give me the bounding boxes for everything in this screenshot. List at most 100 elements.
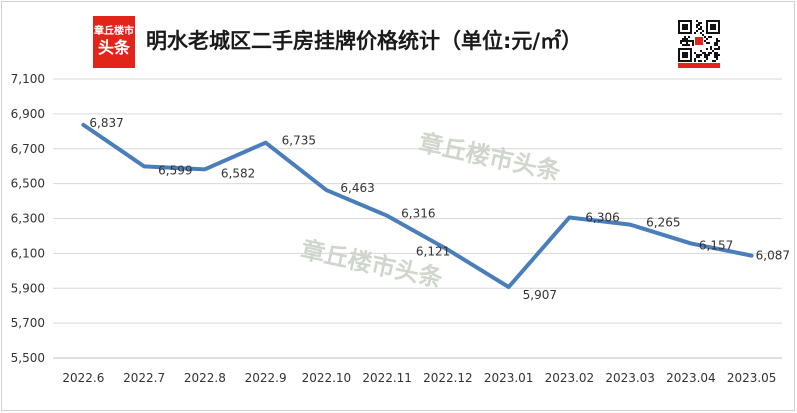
qr-module xyxy=(682,56,684,58)
qr-module xyxy=(716,42,718,44)
qr-module xyxy=(682,38,684,40)
qr-module xyxy=(708,20,710,22)
data-labels: 6,837 6,599 6,582 6,735 6,463 6,316 6,121 5,907… xyxy=(89,116,790,302)
qr-module xyxy=(718,46,720,48)
qr-module xyxy=(710,26,712,28)
qr-module xyxy=(686,56,688,58)
data-point xyxy=(508,286,510,288)
qr-module xyxy=(714,44,716,46)
x-tick-label: 2023.01 xyxy=(484,371,534,385)
x-tick-label: 2023.03 xyxy=(605,371,655,385)
qr-module xyxy=(678,26,680,28)
qr-module xyxy=(718,20,720,22)
qr-module xyxy=(710,28,712,30)
qr-module xyxy=(718,54,720,56)
qr-module xyxy=(684,38,686,40)
qr-module xyxy=(678,48,680,50)
logo: 章丘楼市 头条 xyxy=(93,16,135,68)
qr-module xyxy=(692,44,694,46)
y-tick-label: 6,100 xyxy=(11,246,45,260)
qr-module xyxy=(716,52,718,54)
qr-module xyxy=(682,48,684,50)
y-tick-label: 7,100 xyxy=(11,72,45,86)
qr-module xyxy=(698,22,700,24)
x-tick-label: 2022.8 xyxy=(184,371,226,385)
qr-module xyxy=(708,32,710,34)
data-point xyxy=(386,215,388,217)
qr-module xyxy=(706,56,708,58)
qr-module xyxy=(712,50,714,52)
watermark: 章丘楼市头条 xyxy=(416,129,564,187)
qr-module xyxy=(684,26,686,28)
series xyxy=(81,122,754,290)
y-tick-label: 6,500 xyxy=(11,177,45,191)
y-tick-label: 5,900 xyxy=(11,281,45,295)
qr-module xyxy=(716,54,718,56)
qr-module xyxy=(680,60,682,62)
qr-module xyxy=(706,38,708,40)
qr-module xyxy=(684,20,686,22)
qr-module xyxy=(682,26,684,28)
qr-module xyxy=(712,24,714,26)
qr-module xyxy=(708,54,710,56)
x-tick-label: 2023.05 xyxy=(727,371,777,385)
qr-module xyxy=(686,52,688,54)
qr-module xyxy=(700,22,702,24)
qr-module xyxy=(704,36,706,38)
qr-module xyxy=(686,24,688,26)
qr-module xyxy=(712,26,714,28)
qr-module xyxy=(690,26,692,28)
qr-module xyxy=(716,56,718,58)
qr-module xyxy=(690,22,692,24)
qr-module xyxy=(712,32,714,34)
y-tick-label: 6,900 xyxy=(11,107,45,121)
qr-module xyxy=(708,42,710,44)
qr-module xyxy=(684,54,686,56)
qr-module xyxy=(678,52,680,54)
qr-module xyxy=(690,48,692,50)
data-point xyxy=(447,249,449,251)
qr-module xyxy=(690,30,692,32)
qr-module xyxy=(684,60,686,62)
qr-module xyxy=(686,44,688,46)
x-tick-label: 2023.04 xyxy=(666,371,716,385)
qr-module xyxy=(706,48,708,50)
qr-module xyxy=(696,30,698,32)
qr-module xyxy=(678,54,680,56)
y-tick-label: 5,500 xyxy=(11,351,45,365)
qr-module xyxy=(682,28,684,30)
y-axis: 5,500 5,700 5,900 6,100 6,300 6,500 6,700 6,900… xyxy=(11,72,45,365)
qr-module xyxy=(714,24,716,26)
qr-module xyxy=(706,22,708,24)
qr-module xyxy=(690,54,692,56)
qr-module xyxy=(712,28,714,30)
y-tick-label: 6,300 xyxy=(11,212,45,226)
qr-module xyxy=(684,40,686,42)
qr-module xyxy=(696,20,698,22)
x-axis: 2022.6 2022.7 2022.8 2022.9 2022.10 2022.11 20… xyxy=(53,357,782,385)
qr-module xyxy=(678,28,680,30)
qr-module xyxy=(698,60,700,62)
qr-module xyxy=(690,28,692,30)
qr-module xyxy=(710,52,712,54)
qr-module xyxy=(700,26,702,28)
data-label: 5,907 xyxy=(523,288,557,302)
qr-module xyxy=(716,48,718,50)
qr-module xyxy=(684,24,686,26)
qr-module xyxy=(690,32,692,34)
qr-module xyxy=(714,28,716,30)
qr-module xyxy=(712,20,714,22)
qr-module xyxy=(706,54,708,56)
y-tick-label: 6,700 xyxy=(11,142,45,156)
qr-code-icon xyxy=(678,20,720,68)
qr-module xyxy=(706,58,708,60)
qr-module xyxy=(718,30,720,32)
chart-title: 明水老城区二手房挂牌价格统计（单位:元/㎡） xyxy=(146,29,583,53)
qr-module xyxy=(686,32,688,34)
qr-module xyxy=(696,56,698,58)
qr-module xyxy=(678,50,680,52)
qr-module xyxy=(704,56,706,58)
data-point xyxy=(568,216,570,218)
qr-module xyxy=(714,60,716,62)
data-label: 6,087 xyxy=(756,249,790,263)
